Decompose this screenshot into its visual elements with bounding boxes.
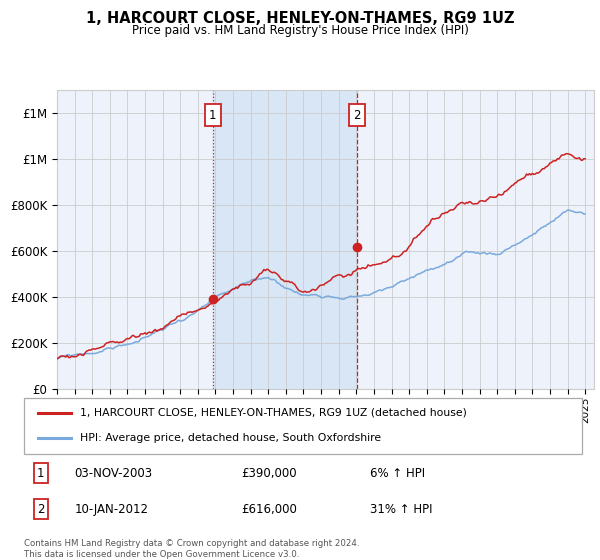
Text: HPI: Average price, detached house, South Oxfordshire: HPI: Average price, detached house, Sout… bbox=[80, 433, 381, 444]
Text: 2: 2 bbox=[353, 109, 361, 122]
Text: 1, HARCOURT CLOSE, HENLEY-ON-THAMES, RG9 1UZ (detached house): 1, HARCOURT CLOSE, HENLEY-ON-THAMES, RG9… bbox=[80, 408, 467, 418]
Text: 6% ↑ HPI: 6% ↑ HPI bbox=[370, 467, 425, 480]
Text: Contains HM Land Registry data © Crown copyright and database right 2024.
This d: Contains HM Land Registry data © Crown c… bbox=[24, 539, 359, 559]
Text: £390,000: £390,000 bbox=[242, 467, 297, 480]
Text: 03-NOV-2003: 03-NOV-2003 bbox=[74, 467, 152, 480]
Text: 2: 2 bbox=[37, 503, 44, 516]
Text: 1: 1 bbox=[37, 467, 44, 480]
Text: 1, HARCOURT CLOSE, HENLEY-ON-THAMES, RG9 1UZ: 1, HARCOURT CLOSE, HENLEY-ON-THAMES, RG9… bbox=[86, 11, 514, 26]
Text: 31% ↑ HPI: 31% ↑ HPI bbox=[370, 503, 433, 516]
Text: 1: 1 bbox=[209, 109, 217, 122]
Text: £616,000: £616,000 bbox=[242, 503, 298, 516]
Text: Price paid vs. HM Land Registry's House Price Index (HPI): Price paid vs. HM Land Registry's House … bbox=[131, 24, 469, 37]
Bar bbox=[212, 90, 357, 389]
Text: 10-JAN-2012: 10-JAN-2012 bbox=[74, 503, 148, 516]
FancyBboxPatch shape bbox=[24, 398, 582, 454]
